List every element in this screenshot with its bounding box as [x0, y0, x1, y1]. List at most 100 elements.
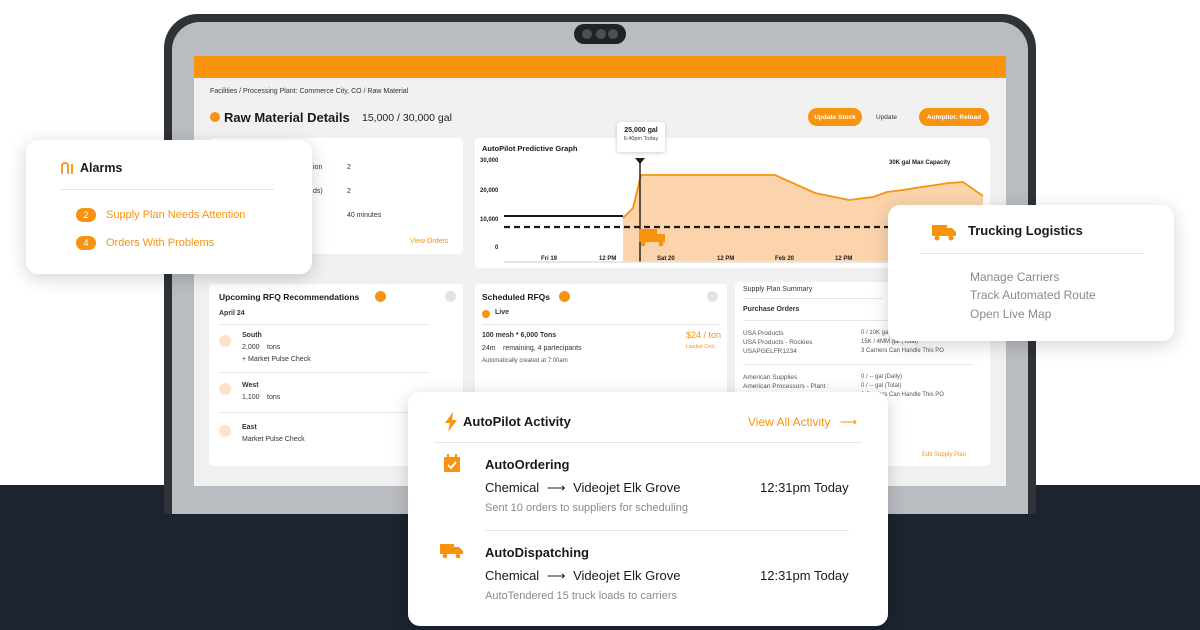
tooltip-time: 6:40pm Today [623, 136, 659, 142]
stat-label-fragment: ion [313, 164, 323, 171]
graph-tooltip: 25,000 gal 6:40pm Today [617, 122, 665, 152]
region-amount: 1,100 [242, 394, 260, 401]
arrow-right-icon: ⟶ [839, 415, 858, 429]
route-from: Chemical [485, 480, 540, 495]
alarm-item[interactable]: 4 Orders With Problems [76, 236, 214, 250]
scheduled-rfqs-panel: Scheduled RFQs Live 100 mesh * 6,000 Ton… [475, 284, 727, 396]
activity-route: Chemical ⟶ Videojet Elk Grove [485, 480, 681, 496]
arrow-right-icon: ⟶ [546, 568, 566, 583]
divider [60, 189, 274, 190]
top-bar [194, 56, 1006, 78]
activity-time: 12:31pm Today [760, 568, 849, 583]
open-live-map-link[interactable]: Open Live Map [970, 307, 1052, 321]
stat-label-fragment: ds) [313, 188, 323, 195]
region-dot [219, 425, 231, 437]
rfq-date: April 24 [219, 310, 245, 317]
region-name: East [242, 424, 257, 431]
divider [219, 372, 429, 373]
alarm-label: Orders With Problems [106, 236, 215, 249]
po-name: American Supplies [743, 374, 798, 381]
autopilot-reload-button[interactable]: Autopilot: Reload [919, 108, 989, 126]
alarm-count-badge: 2 [76, 208, 96, 222]
y-tick: 0 [495, 245, 499, 251]
region-note: Market Pulse Check [242, 436, 305, 443]
rfq-recommendations-panel: Upcoming RFQ Recommendations April 24 So… [209, 284, 463, 466]
region-dot [219, 383, 231, 395]
update-stock-button[interactable]: Update Stock [808, 108, 862, 126]
page-title: Raw Material Details [224, 110, 350, 125]
rfq-price: $24 / ton [686, 330, 722, 340]
route-from: Chemical [485, 568, 540, 583]
po-name: USAPGELFR1234 [743, 348, 797, 355]
rfq-title: Upcoming RFQ Recommendations [219, 292, 360, 302]
rfq-created: Automatically created at 7:00am [482, 358, 568, 364]
divider [434, 442, 862, 443]
alarm-count-badge: 4 [76, 236, 96, 250]
activity-title: AutoPilot Activity [463, 414, 571, 429]
region-unit: tons [267, 394, 281, 401]
alarm-item[interactable]: 2 Supply Plan Needs Attention [76, 208, 245, 222]
y-tick: 30,000 [480, 158, 499, 164]
camera-dot [582, 29, 592, 39]
po-value: 0 / -- gal (Daily) [861, 374, 903, 380]
region-dot [219, 335, 231, 347]
camera-dot [608, 29, 618, 39]
y-tick: 10,000 [480, 217, 499, 223]
trucking-title: Trucking Logistics [968, 223, 1083, 238]
update-button[interactable]: Update [876, 114, 897, 121]
alarms-card: Alarms 2 Supply Plan Needs Attention 4 Ord… [26, 140, 312, 274]
live-label: Live [495, 309, 510, 316]
region-unit: tons [267, 344, 281, 351]
track-route-link[interactable]: Track Automated Route [970, 288, 1096, 302]
capacity-label: 30K gal Max Capacity [889, 160, 951, 166]
po-value: 0 / -- gal (Total) [861, 383, 902, 389]
region-name: South [242, 332, 262, 339]
divider [219, 412, 429, 413]
alarm-label: Supply Plan Needs Attention [106, 208, 246, 221]
rfq-menu-dot[interactable] [445, 291, 456, 302]
trucking-logistics-card: Trucking Logistics Manage Carriers Track… [888, 205, 1174, 341]
y-tick: 20,000 [480, 188, 499, 194]
alarms-title: Alarms [80, 161, 123, 175]
calendar-check-icon [444, 454, 460, 472]
divider [219, 324, 429, 325]
truck-icon [932, 225, 956, 241]
po-name: USA Products [743, 330, 784, 337]
rfq-remaining-text: remaining, 4 partecipants [503, 345, 582, 352]
route-to: Videojet Elk Grove [573, 568, 681, 583]
rfq-price-note: Landed Cost [686, 344, 715, 350]
edit-supply-plan-link[interactable]: Edit Supply Plan [922, 452, 967, 458]
now-marker-arrow [635, 158, 645, 164]
live-dot [482, 310, 490, 318]
purchase-orders-heading: Purchase Orders [743, 306, 800, 313]
stat-value: 2 [347, 188, 351, 195]
view-orders-link[interactable]: View Orders [410, 238, 449, 245]
breadcrumb[interactable]: Facilities / Processing Plant: Commerce … [210, 88, 409, 95]
divider [743, 364, 973, 365]
rfq-item: 100 mesh * 6,000 Tons [482, 332, 557, 339]
manage-carriers-link[interactable]: Manage Carriers [970, 270, 1060, 284]
alarm-icon [61, 162, 73, 174]
region-amount: 2,000 [242, 344, 260, 351]
view-all-activity-link[interactable]: View All Activity ⟶ [748, 415, 857, 429]
camera [574, 24, 626, 44]
scheduled-status-dot [559, 291, 570, 302]
supply-plan-title: Supply Plan Summary [743, 286, 813, 293]
activity-name: AutoDispatching [485, 545, 589, 560]
stat-value: 40 minutes [347, 212, 382, 219]
x-tick: 12 PM [599, 256, 617, 262]
po-value: 15K / 4MM gal (Total) [861, 339, 919, 345]
graph-title: AutoPilot Predictive Graph [482, 144, 578, 153]
view-all-label: View All Activity [748, 415, 831, 429]
activity-description: Sent 10 orders to suppliers for scheduli… [485, 502, 689, 514]
x-tick: 12 PM [835, 256, 853, 262]
scheduled-title: Scheduled RFQs [482, 292, 551, 302]
rfq-status-dot [375, 291, 386, 302]
rfq-remaining-time: 24m [482, 345, 496, 352]
divider [743, 298, 883, 299]
region-note: + Market Pulse Check [242, 356, 311, 363]
route-to: Videojet Elk Grove [573, 480, 681, 495]
activity-time: 12:31pm Today [760, 480, 849, 495]
tooltip-value: 25,000 gal [624, 127, 658, 134]
scheduled-menu-dot[interactable] [707, 291, 718, 302]
